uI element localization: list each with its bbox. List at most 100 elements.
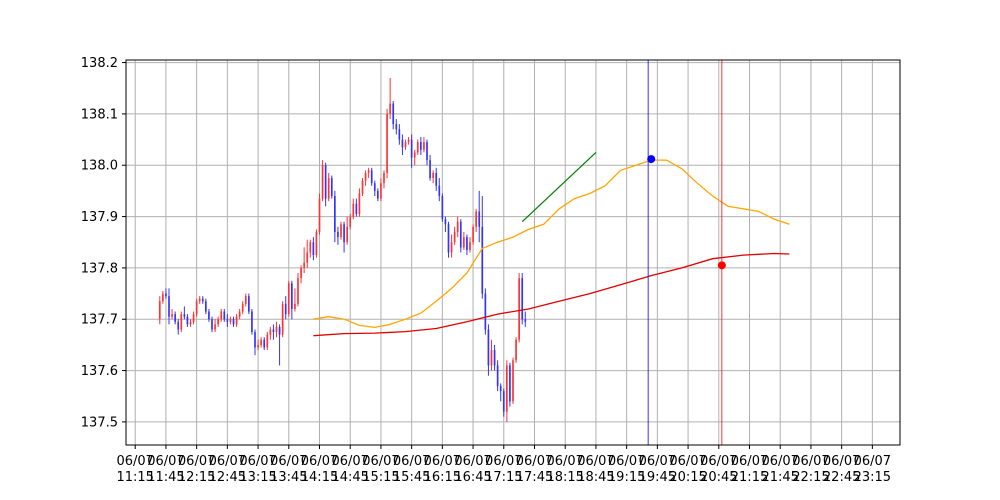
x-tick-label-time: 21:15 <box>731 470 768 485</box>
candle-body-up <box>423 142 425 150</box>
candle-body-up <box>453 231 456 243</box>
trendline <box>521 151 597 223</box>
candle-body-up <box>352 203 355 217</box>
x-tick-label-date: 06/07 <box>761 454 798 469</box>
x-tick-label-time: 12:45 <box>209 470 246 485</box>
candle-body-up <box>158 301 161 320</box>
candle-body-down <box>377 190 379 199</box>
x-tick-label-time: 15:45 <box>393 470 430 485</box>
candle-body-up <box>162 293 164 302</box>
candle-body-up <box>472 226 474 243</box>
candle-body-down <box>272 329 275 333</box>
candle-body-down <box>211 319 213 330</box>
x-tick-label-time: 19:45 <box>639 470 676 485</box>
candle-body-down <box>232 319 235 325</box>
x-tick-label-time: 14:45 <box>331 470 368 485</box>
candle-body-up <box>367 170 370 173</box>
candle-body-down <box>420 142 422 150</box>
candle-body-up <box>269 329 272 335</box>
candle-body-down <box>186 316 189 325</box>
candle-body-up <box>327 178 330 199</box>
candle-body-up <box>214 324 216 330</box>
candle-body-down <box>284 303 287 315</box>
x-tick-label-time: 11:45 <box>147 470 184 485</box>
candle-body-up <box>229 319 232 322</box>
candle-body-up <box>380 183 382 199</box>
candle-body-down <box>223 311 226 320</box>
candle-body-down <box>355 203 358 214</box>
candle-body-down <box>278 326 281 335</box>
x-tick-label-date: 06/07 <box>731 454 768 469</box>
x-tick-label-date: 06/07 <box>577 454 614 469</box>
candle-body-up <box>518 278 520 340</box>
candle-body-down <box>330 178 333 197</box>
candle-body-down <box>401 139 404 148</box>
candle-body-down <box>337 231 339 238</box>
candle-body-down <box>248 296 250 312</box>
candle-body-up <box>456 221 459 232</box>
candle-body-down <box>478 211 481 227</box>
candle-body-up <box>346 226 348 243</box>
candle-body-down <box>499 385 502 392</box>
x-tick-label-date: 06/07 <box>854 454 891 469</box>
x-tick-label-date: 06/07 <box>116 454 153 469</box>
candle-body-down <box>438 185 441 197</box>
candle-body-down <box>509 365 511 402</box>
grid-lines <box>126 60 900 445</box>
y-tick-label: 137.6 <box>81 364 118 379</box>
candle-body-down <box>481 226 484 294</box>
candle-body-up <box>303 262 305 268</box>
x-tick-label-time: 22:45 <box>823 470 860 485</box>
y-tick-label: 138.1 <box>81 107 118 122</box>
candle-body-up <box>386 113 388 173</box>
candle-body-down <box>208 311 210 320</box>
x-tick-label-date: 06/07 <box>700 454 737 469</box>
candle-body-down <box>373 183 376 191</box>
candle-body-up <box>244 296 247 304</box>
candle-body-down <box>334 196 336 232</box>
candle-body-up <box>358 193 361 214</box>
x-tick-label-time: 18:15 <box>546 470 583 485</box>
candle-body-up <box>512 360 514 402</box>
x-tick-label-date: 06/07 <box>485 454 522 469</box>
candle-body-down <box>312 242 315 256</box>
candle-body-up <box>321 165 324 199</box>
candle-body-down <box>521 278 524 320</box>
candle-body-up <box>490 350 493 366</box>
candle-body-up <box>469 242 471 250</box>
candle-body-down <box>183 314 186 317</box>
y-tick-label: 137.5 <box>81 415 118 430</box>
x-tick-label-time: 17:45 <box>516 470 553 485</box>
candle-body-up <box>413 152 416 158</box>
candle-body-up <box>450 242 453 253</box>
candle-body-up <box>407 139 410 143</box>
x-tick-label-date: 06/07 <box>362 454 399 469</box>
candle-body-up <box>297 278 299 304</box>
candle-body-up <box>257 344 259 348</box>
candle-body-down <box>174 314 176 322</box>
candle-body-down <box>502 391 505 412</box>
x-tick-label-time: 15:15 <box>362 470 399 485</box>
candle-body-down <box>426 142 428 161</box>
candle-body-up <box>463 237 465 248</box>
candle-body-down <box>226 319 229 322</box>
candle-body-up <box>318 198 321 232</box>
candle-body-up <box>189 321 192 325</box>
candle-body-up <box>195 301 198 315</box>
x-tick-label-time: 20:45 <box>700 470 737 485</box>
y-axis: 137.5 137.6 137.7 137.8 137.9 138.0 138.1 138.2 <box>81 56 126 430</box>
y-tick-label: 138.0 <box>81 159 118 174</box>
candle-body-up <box>306 252 309 263</box>
candle-body-up <box>171 314 173 317</box>
candle-body-down <box>441 196 444 220</box>
x-tick-label-date: 06/07 <box>393 454 430 469</box>
candle-body-up <box>361 180 364 194</box>
x-tick-label-date: 06/07 <box>209 454 246 469</box>
candle-body-up <box>238 311 241 317</box>
moving-average-short-line <box>313 159 790 329</box>
candle-body-down <box>459 221 462 248</box>
signal-marker-red <box>717 261 726 270</box>
x-tick-label-time: 18:45 <box>577 470 614 485</box>
